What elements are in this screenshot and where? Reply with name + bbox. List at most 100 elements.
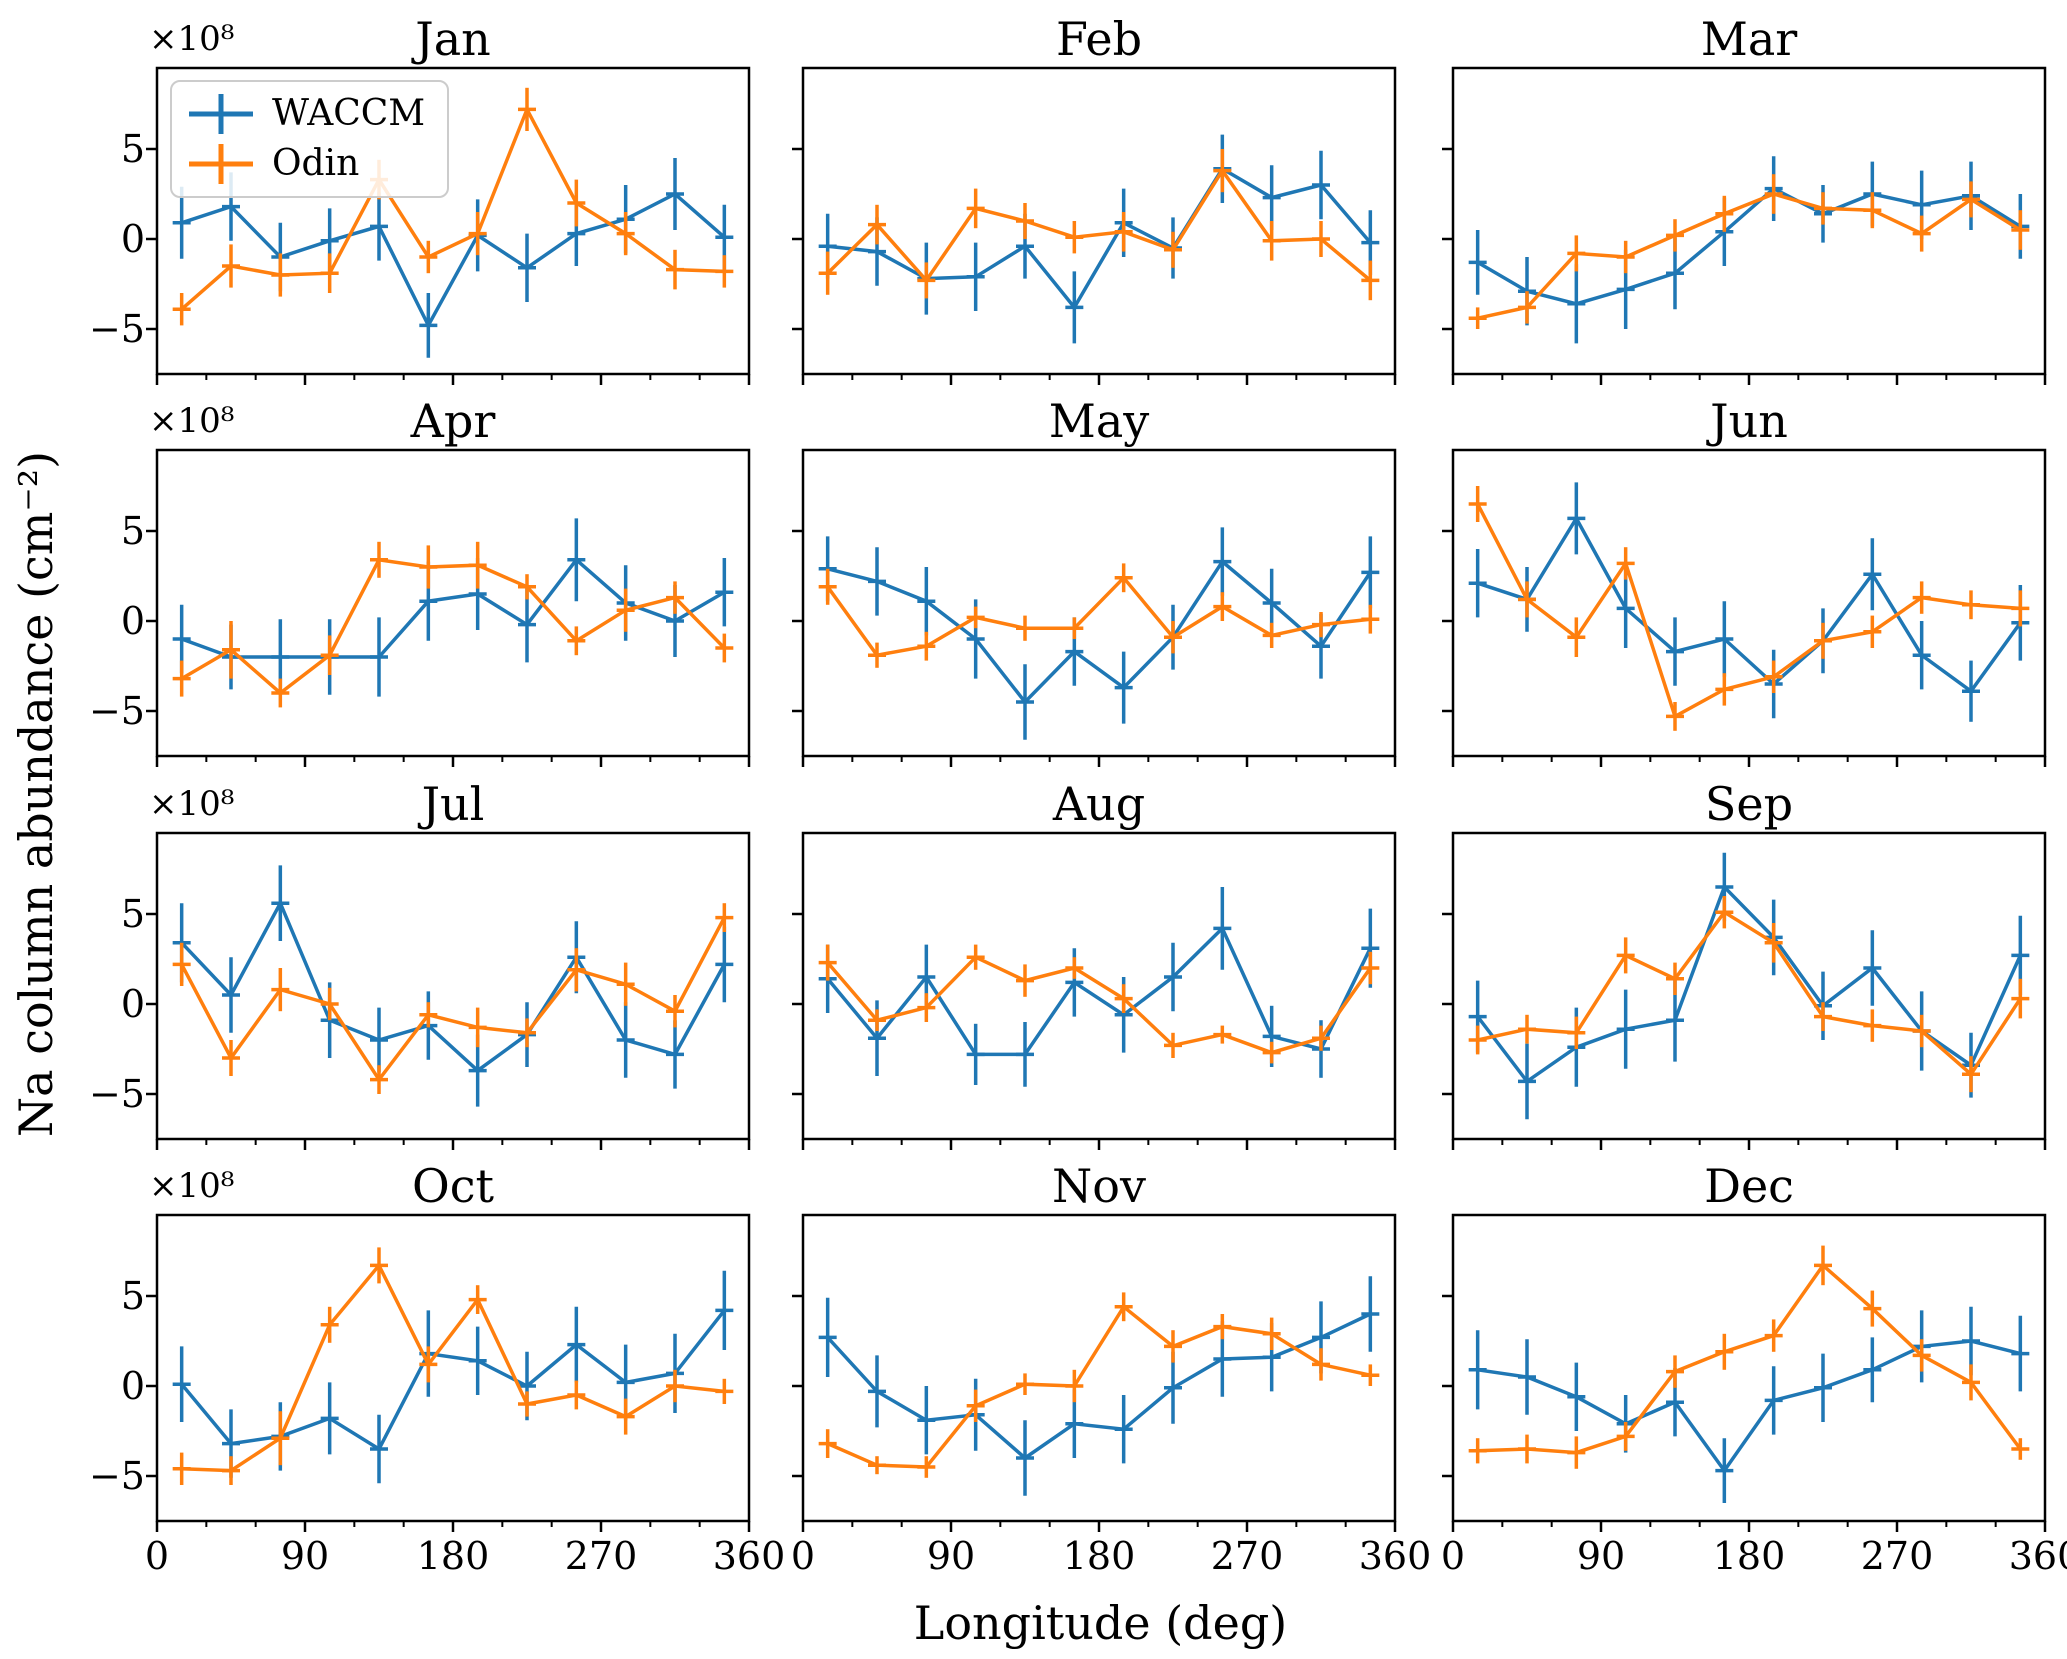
axis-ticks-oct [146,1294,751,1532]
y-tick-label-oct--5: −5 [88,1454,145,1498]
series-odin-mar [1468,174,2030,329]
panel-title-apr: Apr [410,394,496,448]
y-tick-label-jul-0: 0 [120,982,145,1026]
panel-jul [146,831,751,1150]
y-tick-label-apr-5: 5 [120,509,145,553]
panel-title-oct: Oct [412,1159,494,1213]
series-waccm-dec [1468,1306,2030,1503]
legend-label-waccm: WACCM [272,93,426,135]
series-waccm-apr [172,518,734,697]
y-tick-label-jul-5: 5 [120,892,145,936]
x-tick-label-dec-0: 0 [1440,1534,1466,1578]
series-waccm-oct [172,1270,734,1484]
x-tick-label-oct-270: 270 [564,1534,638,1578]
legend-item-waccm: WACCM [186,92,425,136]
series-waccm-sep [1468,852,2030,1120]
axis-ticks-nov [792,1294,1397,1532]
series-odin-jun [1468,486,2030,731]
series-waccm-nov [818,1276,1380,1496]
axis-ticks-dec [1442,1294,2047,1532]
panel-frame-may [801,448,1397,758]
x-tick-label-dec-360: 360 [2008,1534,2067,1578]
series-waccm-may [818,527,1380,740]
panel-title-jul: Jul [421,777,485,831]
y-tick-label-jul--5: −5 [88,1072,145,1116]
series-odin-may [818,563,1380,668]
panel-feb [792,66,1397,385]
y-axis-label: Na column abundance (cm⁻²) [9,450,63,1138]
panel-frame-jan [155,66,751,376]
panel-title-aug: Aug [1052,777,1146,831]
series-odin-oct [172,1247,734,1485]
legend-item-odin: Odin [186,142,425,186]
panel-oct [146,1213,751,1532]
panel-title-dec: Dec [1704,1159,1794,1213]
panel-jun [1442,448,2047,767]
x-tick-label-dec-270: 270 [1860,1534,1934,1578]
panel-title-jun: Jun [1710,394,1788,448]
y-tick-label-apr-0: 0 [120,599,145,643]
panel-title-feb: Feb [1055,12,1143,66]
axis-ticks-jul [146,912,751,1150]
series-odin-feb [818,149,1380,301]
y-axis-offset-text-jul: ×10⁸ [149,784,235,824]
x-tick-label-oct-180: 180 [416,1534,490,1578]
axis-ticks-mar [1442,147,2047,385]
x-tick-label-nov-90: 90 [926,1534,976,1578]
panel-frame-sep [1451,831,2047,1141]
waccm-errorbar-glyph-icon [189,94,253,134]
panel-frame-dec [1451,1213,2047,1523]
panel-frame-jul [155,831,751,1141]
y-axis-offset-text-jan: ×10⁸ [149,19,235,59]
y-axis-offset-text-oct: ×10⁸ [149,1166,235,1206]
y-tick-label-apr--5: −5 [88,689,145,733]
legend-label-odin: Odin [272,143,360,185]
legend: WACCM Odin [170,80,450,198]
axis-ticks-apr [146,529,751,767]
panel-frame-nov [801,1213,1397,1523]
x-tick-label-dec-180: 180 [1712,1534,1786,1578]
x-tick-label-nov-0: 0 [790,1534,816,1578]
panel-title-mar: Mar [1700,12,1798,66]
x-tick-label-nov-180: 180 [1062,1534,1136,1578]
series-odin-jul [172,903,734,1094]
panel-may [792,448,1397,767]
panel-title-jan: Jan [415,12,491,66]
series-odin-jan [172,87,734,326]
y-tick-label-jan--5: −5 [88,307,145,351]
series-odin-nov [818,1292,1380,1478]
y-axis-offset-text-apr: ×10⁸ [149,401,235,441]
x-tick-label-oct-0: 0 [144,1534,170,1578]
panel-frame-oct [155,1213,751,1523]
axis-ticks-feb [792,147,1397,385]
panel-frame-aug [801,831,1397,1141]
series-waccm-aug [818,887,1380,1087]
panel-mar [1442,66,2047,385]
y-tick-label-oct-0: 0 [120,1364,145,1408]
series-waccm-mar [1468,156,2030,344]
panel-dec [1442,1213,2047,1532]
panel-nov [792,1213,1397,1532]
axis-ticks-may [792,529,1397,767]
x-tick-label-oct-90: 90 [280,1534,330,1578]
x-tick-label-nov-360: 360 [1358,1534,1432,1578]
y-tick-label-jan-0: 0 [120,217,145,261]
panel-frame-jun [1451,448,2047,758]
x-tick-label-nov-270: 270 [1210,1534,1284,1578]
panel-sep [1442,831,2047,1150]
panel-frame-apr [155,448,751,758]
series-odin-aug [818,944,1380,1064]
series-waccm-jul [172,865,734,1107]
y-tick-label-jan-5: 5 [120,127,145,171]
x-axis-label: Longitude (deg) [913,1596,1288,1650]
axis-ticks-sep [1442,912,2047,1150]
series-odin-apr [172,541,734,708]
odin-errorbar-glyph-icon [189,144,253,184]
x-tick-label-dec-90: 90 [1576,1534,1626,1578]
x-tick-label-oct-360: 360 [712,1534,786,1578]
axis-ticks-jun [1442,529,2047,767]
panel-title-nov: Nov [1052,1159,1146,1213]
series-odin-dec [1468,1245,2030,1469]
panel-apr [146,448,751,767]
